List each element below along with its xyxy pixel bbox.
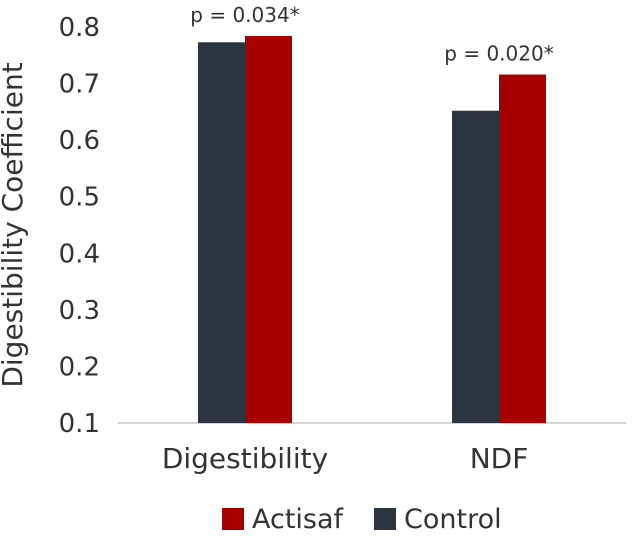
bar-control-ndf bbox=[452, 110, 499, 424]
legend-label-control: Control bbox=[404, 504, 502, 535]
bar-actisaf-ndf bbox=[499, 74, 546, 424]
y-axis-title: Digestibility Coefficient bbox=[0, 62, 29, 387]
y-tick-label: 0.4 bbox=[59, 239, 100, 269]
p-value-annotation: p = 0.020* bbox=[444, 42, 553, 66]
y-tick-label: 0.1 bbox=[59, 409, 100, 439]
legend-swatch-control bbox=[374, 508, 396, 530]
y-tick-label: 0.5 bbox=[59, 183, 100, 213]
x-category-label: NDF bbox=[470, 442, 529, 475]
legend-label-actisaf: Actisaf bbox=[252, 504, 345, 535]
bars bbox=[198, 36, 546, 424]
bar-actisaf-digestibility bbox=[245, 36, 292, 424]
legend-swatch-actisaf bbox=[222, 508, 244, 530]
y-tick-label: 0.8 bbox=[59, 13, 100, 43]
x-category-label: Digestibility bbox=[162, 442, 328, 475]
y-tick-label: 0.3 bbox=[59, 296, 100, 326]
y-tick-label: 0.2 bbox=[59, 352, 100, 382]
p-value-annotation: p = 0.034* bbox=[190, 3, 299, 27]
y-tick-label: 0.7 bbox=[59, 70, 100, 100]
bar-control-digestibility bbox=[198, 42, 245, 423]
legend: Actisaf Control bbox=[222, 504, 502, 535]
annotations: p = 0.034* p = 0.020* bbox=[190, 3, 553, 65]
y-tick-label: 0.6 bbox=[59, 126, 100, 156]
x-axis-ticks: Digestibility NDF bbox=[162, 442, 528, 475]
y-axis-ticks: 0.1 0.2 0.3 0.4 0.5 0.6 0.7 0.8 bbox=[59, 13, 100, 439]
